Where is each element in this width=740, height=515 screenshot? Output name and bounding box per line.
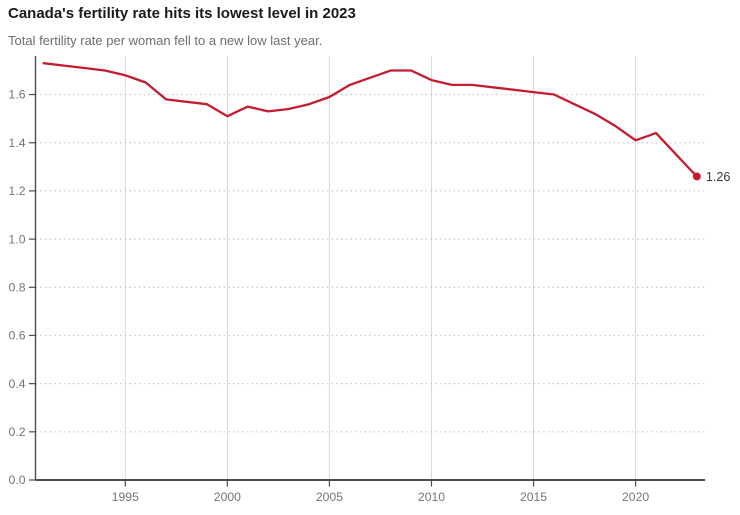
y-axis-tick-label: 1.6 [9, 88, 26, 102]
x-axis-tick-label: 1995 [112, 490, 139, 504]
x-axis-tick-label: 2000 [214, 490, 241, 504]
x-axis-tick-label: 2010 [418, 490, 445, 504]
y-axis-tick-label: 1.2 [9, 184, 26, 198]
latest-value-label: 1.26 [706, 170, 731, 184]
x-axis-tick-label: 2020 [622, 490, 649, 504]
y-axis-tick-label: 1.4 [9, 136, 26, 150]
x-axis-tick-label: 2015 [520, 490, 547, 504]
fertility-rate-line [42, 62, 698, 178]
y-axis-tick-label: 0.6 [9, 329, 26, 343]
chart-header: Canada's fertility rate hits its lowest … [8, 4, 728, 49]
y-axis-tick-label: 0.0 [9, 473, 26, 487]
y-axis-tick-label: 0.8 [9, 280, 26, 294]
latest-value-dot [692, 172, 701, 181]
y-axis-tick-label: 0.4 [9, 377, 26, 391]
chart-subtitle: Total fertility rate per woman fell to a… [8, 33, 323, 48]
y-axis-tick-label: 1.0 [9, 232, 26, 246]
x-axis-tick-label: 2005 [316, 490, 343, 504]
chart-title: Canada's fertility rate hits its lowest … [8, 5, 356, 22]
y-axis-tick-label: 0.2 [9, 425, 26, 439]
